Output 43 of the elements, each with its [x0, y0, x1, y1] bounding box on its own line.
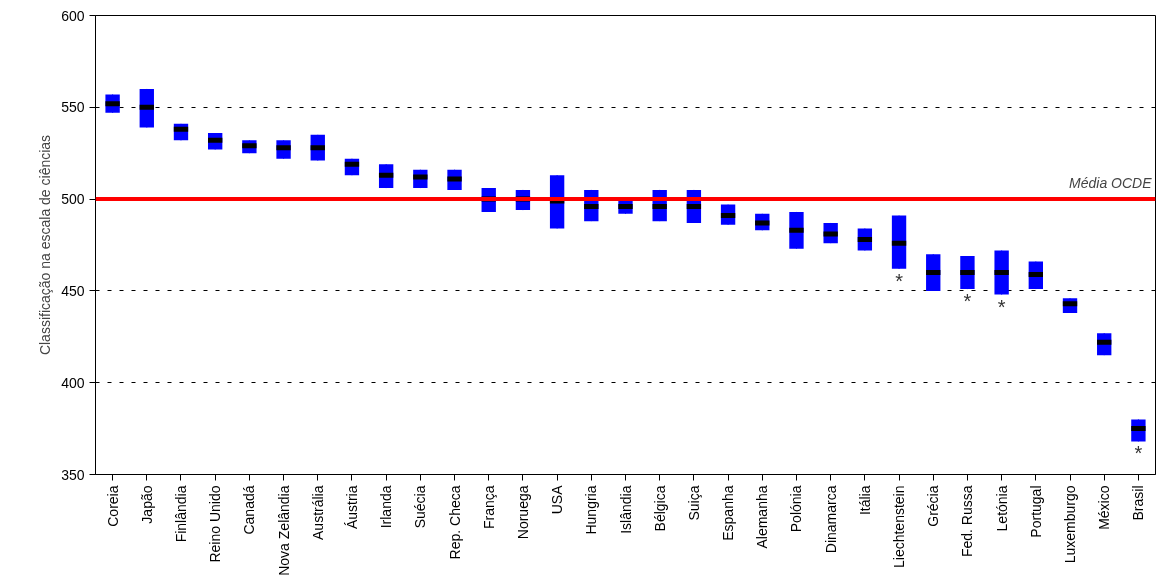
- annotation: *: [1134, 442, 1143, 465]
- x-tick-label: Suécia: [412, 485, 429, 529]
- y-axis-title: Classificação na escala de ciências: [37, 134, 54, 356]
- x-tick-label: Nova Zelândia: [275, 485, 292, 576]
- x-tick-label: França: [480, 485, 497, 530]
- x-tick-label: Finlândia: [172, 485, 189, 543]
- x-tick-label: Japão: [138, 485, 155, 524]
- x-tick-label: Austrália: [309, 485, 326, 540]
- x-tick-label: Alemanha: [754, 485, 771, 549]
- x-tick-label: Canadá: [241, 485, 258, 535]
- x-tick-label: Liechtenstein: [891, 485, 908, 568]
- x-tick-label: Polónia: [788, 485, 805, 533]
- annotation: *: [997, 295, 1006, 318]
- x-tick-label: Islândia: [617, 485, 634, 534]
- x-tick-label: Áustria: [343, 485, 360, 530]
- x-tick-label: Fed. Russa: [959, 485, 976, 558]
- y-tick-label: 550: [61, 99, 85, 116]
- y-tick-label: 350: [61, 466, 85, 483]
- x-tick-label: Hungria: [583, 485, 600, 535]
- y-tick-label: 450: [61, 282, 85, 299]
- x-tick-label: México: [1096, 485, 1113, 530]
- x-tick-label: Bélgica: [651, 485, 668, 532]
- annotation: *: [895, 269, 904, 292]
- annotation: *: [963, 290, 972, 313]
- x-tick-label: Itália: [856, 485, 873, 516]
- x-tick-label: Irlanda: [378, 485, 395, 529]
- x-tick-label: Grécia: [925, 485, 942, 527]
- x-tick-label: Letónia: [993, 485, 1010, 532]
- x-tick-label: Luxemburgo: [1062, 485, 1079, 564]
- x-tick-label: Portugal: [1027, 485, 1044, 538]
- y-tick-label: 600: [61, 7, 85, 24]
- x-tick-label: Dinamarca: [822, 485, 839, 554]
- x-tick-label: Noruega: [514, 485, 531, 540]
- x-tick-label: Brasil: [1130, 485, 1147, 521]
- x-tick-label: Coreia: [104, 485, 121, 527]
- x-tick-label: Reino Unido: [207, 485, 224, 563]
- x-tick-label: Espanha: [720, 485, 737, 541]
- x-tick-label: Rep. Checa: [446, 485, 463, 560]
- y-tick-label: 400: [61, 374, 85, 391]
- x-tick-label: Suiça: [685, 485, 702, 521]
- y-tick-label: 500: [61, 191, 85, 208]
- x-tick-label: USA: [549, 484, 566, 515]
- ref-line-label: Média OCDE: [1069, 175, 1153, 192]
